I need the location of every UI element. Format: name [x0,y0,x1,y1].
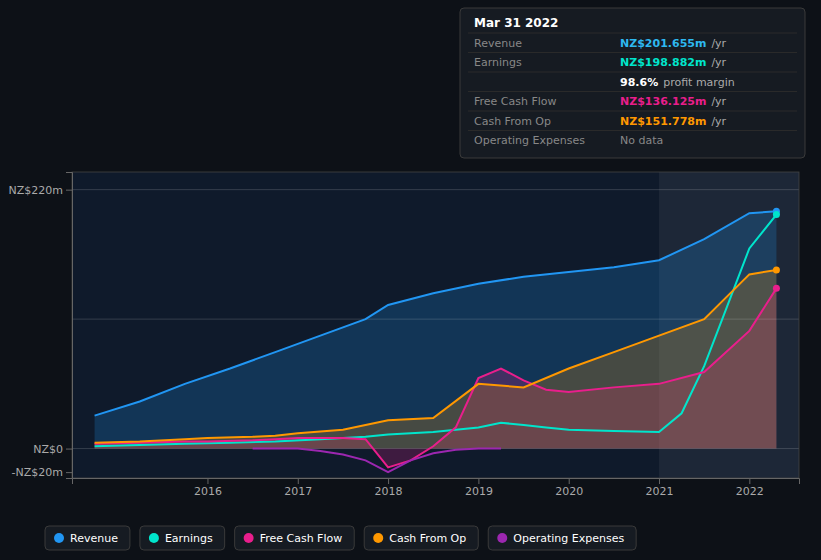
info-suffix: /yr [711,37,726,50]
info-suffix: profit margin [663,76,735,89]
chart-svg: 2016 2017 2018 2019 2020 2021 2022 -NZ$20m NZ$0 N… [0,0,821,560]
x-tick: 2016 [194,478,222,498]
plot-frame [72,172,799,478]
x-axis: 2016 2017 2018 2019 2020 2021 2022 [73,478,800,498]
info-panel: Mar 31 2022 Revenue NZ$201.655m/yr Earnings… [460,8,805,158]
end-marker [773,211,780,218]
line [95,288,777,467]
legend-swatch [497,533,507,543]
legend-label: Free Cash Flow [260,532,343,545]
info-label: Earnings [474,56,522,69]
legend-box [45,526,130,550]
y-tick-label: NZ$220m [9,184,63,197]
legend-item: Earnings [140,526,225,550]
end-marker [773,266,780,273]
info-value: NZ$151.778m [620,115,706,128]
legend-box [140,526,225,550]
legend-item: Operating Expenses [488,526,636,550]
legend-item: Free Cash Flow [235,526,355,550]
x-tick-mark [388,478,389,484]
info-label: Free Cash Flow [474,95,557,108]
plot-area: 2016 2017 2018 2019 2020 2021 2022 -NZ$20m NZ$0 N… [9,172,800,498]
x-tick-mark [207,478,208,484]
x-tick: 2022 [736,478,764,498]
x-tick: 2017 [284,478,312,498]
x-tick-label: 2022 [736,485,764,498]
x-tick-mark [478,478,479,484]
info-title: Mar 31 2022 [474,16,558,30]
y-tick-mark [66,449,72,450]
legend-label: Operating Expenses [513,532,624,545]
x-axis-line [73,479,800,485]
info-value: NZ$201.655m [620,37,706,50]
legend-label: Revenue [70,532,118,545]
line [253,449,501,473]
legend-box [364,526,478,550]
legend-item: Cash From Op [364,526,478,550]
x-tick: 2018 [375,478,403,498]
legend-label: Earnings [165,532,213,545]
x-tick-label: 2018 [375,485,403,498]
area [95,211,777,448]
legend-swatch [54,533,64,543]
area [95,270,777,449]
end-marker [773,285,780,292]
info-value: NZ$136.125m [620,95,706,108]
reference-line [72,189,799,190]
info-divider [468,52,797,53]
x-tick-label: 2020 [555,485,583,498]
y-tick-label: -NZ$20m [12,466,63,479]
info-value: 98.6% [620,76,658,89]
info-divider [468,33,797,34]
x-tick-label: 2021 [646,485,674,498]
y-tick-label: NZ$0 [33,443,63,456]
info-label: Cash From Op [474,115,551,128]
info-divider [468,111,797,112]
x-tick-label: 2019 [465,485,493,498]
info-suffix: /yr [711,56,726,69]
reference-line [72,319,799,320]
info-label: Revenue [474,37,522,50]
y-tick: NZ$0 [33,443,72,456]
info-value: NZ$198.882m [620,56,706,69]
x-tick-mark [749,478,750,484]
info-panel-box [460,8,805,158]
legend-box [488,526,636,550]
legend-box [235,526,355,550]
x-tick-mark [659,478,660,484]
marks [72,172,799,478]
y-axis: -NZ$20m NZ$0 NZ$220m [9,173,73,480]
y-tick-mark [66,472,72,473]
y-tick-mark [66,190,72,191]
line [95,215,777,447]
x-tick-mark [569,478,570,484]
legend-label: Cash From Op [389,532,466,545]
plot-background [72,172,799,478]
y-tick: -NZ$20m [12,466,72,479]
y-axis-line [66,173,73,479]
x-tick-label: 2017 [284,485,312,498]
legend-swatch [373,533,383,543]
info-suffix: /yr [711,95,726,108]
line [95,270,777,443]
line [95,211,777,415]
y-tick: NZ$220m [9,184,72,197]
info-divider [468,130,797,131]
x-tick: 2021 [646,478,674,498]
legend-swatch [149,533,159,543]
info-value: No data [620,134,663,147]
x-tick-mark [298,478,299,484]
info-label: Operating Expenses [474,134,585,147]
legend: Revenue Earnings Free Cash Flow Cash From O… [45,526,636,550]
reference-line [72,448,799,449]
legend-item: Revenue [45,526,130,550]
x-tick-label: 2016 [194,485,222,498]
info-divider [468,91,797,92]
info-suffix: /yr [711,115,726,128]
info-divider [468,72,797,73]
legend-swatch [244,533,254,543]
x-tick: 2019 [465,478,493,498]
x-tick: 2020 [555,478,583,498]
